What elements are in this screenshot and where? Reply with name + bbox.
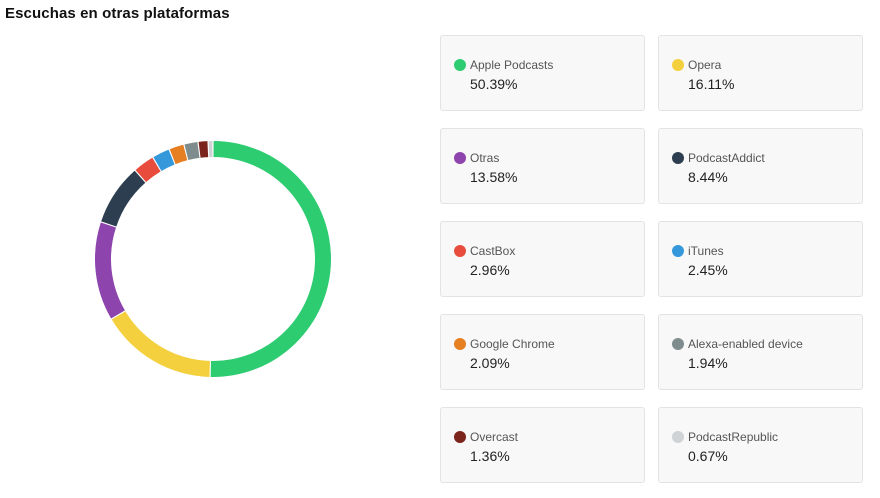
legend-label: Apple Podcasts	[470, 58, 554, 72]
legend-value: 8.44%	[688, 169, 728, 185]
donut-slice-opera[interactable]	[111, 311, 210, 377]
legend-card-castbox[interactable]: CastBox 2.96%	[440, 221, 645, 297]
legend-label: iTunes	[688, 244, 724, 258]
legend-color-dot-icon	[672, 152, 684, 164]
legend-grid: Apple Podcasts 50.39% Opera 16.11% Otras 13.5…	[440, 35, 864, 483]
section-title: Escuchas en otras plataformas	[5, 5, 230, 22]
donut-slice-otras[interactable]	[95, 222, 125, 319]
legend-value: 2.09%	[470, 355, 510, 371]
legend-card-header: Apple Podcasts	[454, 57, 644, 73]
legend-card-header: iTunes	[672, 243, 862, 259]
donut-slice-podcastaddict[interactable]	[101, 170, 146, 227]
legend-value: 1.94%	[688, 355, 728, 371]
legend-card-header: Otras	[454, 150, 644, 166]
legend-card-overcast[interactable]: Overcast 1.36%	[440, 407, 645, 483]
legend-label: Otras	[470, 151, 500, 165]
legend-card-header: PodcastAddict	[672, 150, 862, 166]
legend-color-dot-icon	[672, 338, 684, 350]
legend-color-dot-icon	[454, 152, 466, 164]
donut-slice-google-chrome[interactable]	[169, 144, 188, 165]
legend-card-header: Opera	[672, 57, 862, 73]
legend-label: PodcastAddict	[688, 151, 765, 165]
legend-card-header: Alexa-enabled device	[672, 336, 862, 352]
legend-card-header: Overcast	[454, 429, 644, 445]
legend-label: Overcast	[470, 430, 519, 444]
legend-value: 13.58%	[470, 169, 518, 185]
legend-color-dot-icon	[454, 245, 466, 257]
legend-label: CastBox	[470, 244, 516, 258]
legend-card-podcastrepublic[interactable]: PodcastRepublic 0.67%	[658, 407, 863, 483]
legend-card-alexa-enabled-device[interactable]: Alexa-enabled device 1.94%	[658, 314, 863, 390]
legend-color-dot-icon	[672, 59, 684, 71]
legend-card-opera[interactable]: Opera 16.11%	[658, 35, 863, 111]
legend-color-dot-icon	[454, 431, 466, 443]
legend-label: Google Chrome	[470, 337, 555, 351]
legend-card-otras[interactable]: Otras 13.58%	[440, 128, 645, 204]
legend-label: Alexa-enabled device	[688, 337, 803, 351]
legend-value: 0.67%	[688, 448, 728, 464]
legend-value: 50.39%	[470, 76, 518, 92]
legend-color-dot-icon	[454, 338, 466, 350]
donut-slice-podcastrepublic[interactable]	[208, 141, 213, 158]
legend-value: 1.36%	[470, 448, 510, 464]
legend-card-itunes[interactable]: iTunes 2.45%	[658, 221, 863, 297]
donut-slice-castbox[interactable]	[135, 157, 161, 183]
legend-value: 2.45%	[688, 262, 728, 278]
legend-card-podcastaddict[interactable]: PodcastAddict 8.44%	[658, 128, 863, 204]
legend-value: 16.11%	[688, 76, 735, 92]
donut-chart	[95, 141, 331, 377]
donut-slice-itunes[interactable]	[153, 149, 175, 171]
legend-card-apple-podcasts[interactable]: Apple Podcasts 50.39%	[440, 35, 645, 111]
legend-card-google-chrome[interactable]: Google Chrome 2.09%	[440, 314, 645, 390]
legend-card-header: Google Chrome	[454, 336, 644, 352]
legend-card-header: PodcastRepublic	[672, 429, 862, 445]
legend-label: PodcastRepublic	[688, 430, 779, 444]
donut-slice-apple-podcasts[interactable]	[210, 141, 331, 377]
legend-color-dot-icon	[672, 431, 684, 443]
legend-color-dot-icon	[454, 59, 466, 71]
legend-color-dot-icon	[672, 245, 684, 257]
legend-label: Opera	[688, 58, 722, 72]
donut-chart-svg	[95, 141, 331, 377]
donut-slice-alexa-enabled-device[interactable]	[184, 142, 200, 161]
donut-slice-overcast[interactable]	[198, 141, 209, 158]
legend-card-header: CastBox	[454, 243, 644, 259]
legend-value: 2.96%	[470, 262, 510, 278]
